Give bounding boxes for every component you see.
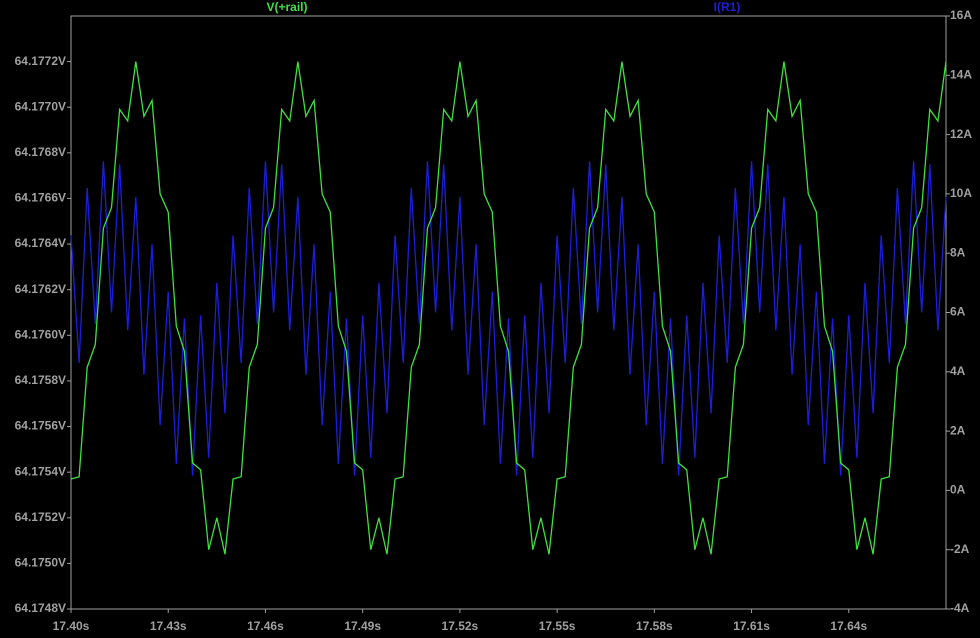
y2-tick-label: -4A — [950, 601, 970, 615]
x-tick-label: 17.61s — [733, 619, 770, 633]
legend-label: I(R1) — [714, 0, 741, 14]
series-line — [70, 161, 947, 476]
x-tick-label: 17.43s — [150, 619, 187, 633]
y-tick-label: 64.1752V — [15, 510, 66, 524]
y-tick-label: 64.1764V — [15, 236, 66, 250]
y-tick-label: 64.1750V — [15, 556, 66, 570]
x-tick-label: 17.64s — [830, 619, 867, 633]
x-tick-label: 17.52s — [442, 619, 479, 633]
y2-tick-label: 6A — [950, 305, 966, 319]
y2-tick-label: 12A — [950, 127, 972, 141]
y-tick-label: 64.1754V — [15, 464, 66, 478]
x-tick-label: 17.49s — [344, 619, 381, 633]
y2-tick-label: 8A — [950, 245, 966, 259]
y2-tick-label: 16A — [950, 8, 972, 22]
x-tick-label: 17.55s — [539, 619, 576, 633]
y-tick-label: 64.1748V — [15, 601, 66, 615]
y2-tick-label: 14A — [950, 67, 972, 81]
y-tick-label: 64.1772V — [15, 54, 66, 68]
x-tick-label: 17.40s — [53, 619, 90, 633]
y-tick-label: 64.1768V — [15, 145, 66, 159]
y-tick-label: 64.1756V — [15, 419, 66, 433]
y2-tick-label: 10A — [950, 186, 972, 200]
y-tick-label: 64.1762V — [15, 282, 66, 296]
y2-tick-label: 0A — [950, 483, 966, 497]
y-tick-label: 64.1770V — [15, 99, 66, 113]
y-tick-label: 64.1766V — [15, 191, 66, 205]
y-tick-label: 64.1760V — [15, 327, 66, 341]
x-tick-label: 17.58s — [636, 619, 673, 633]
y2-tick-label: 2A — [950, 423, 966, 437]
y-tick-label: 64.1758V — [15, 373, 66, 387]
x-tick-label: 17.46s — [247, 619, 284, 633]
y2-tick-label: 4A — [950, 364, 966, 378]
series-line — [70, 61, 947, 555]
y2-tick-label: -2A — [950, 542, 970, 556]
legend-label: V(+rail) — [266, 0, 307, 14]
